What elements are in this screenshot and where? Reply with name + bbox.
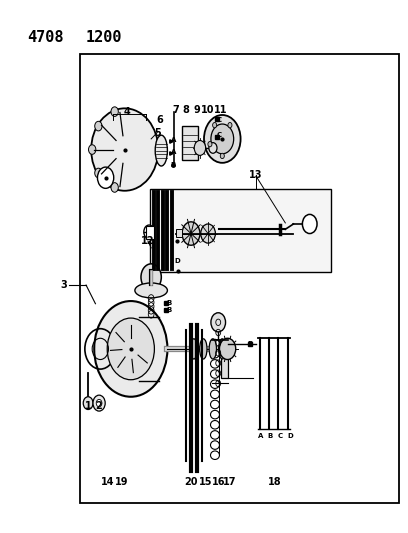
Circle shape [93, 395, 105, 411]
Text: B: B [247, 341, 252, 346]
Circle shape [96, 399, 102, 407]
Circle shape [89, 145, 96, 155]
Ellipse shape [209, 339, 217, 359]
Text: D: D [175, 258, 180, 264]
Circle shape [107, 318, 154, 379]
Text: 3: 3 [60, 280, 67, 290]
Circle shape [194, 141, 206, 156]
Ellipse shape [200, 339, 207, 359]
Ellipse shape [190, 339, 197, 359]
Bar [150, 189, 331, 272]
Ellipse shape [91, 108, 158, 191]
Bar [146, 225, 153, 239]
Circle shape [220, 154, 224, 159]
Circle shape [141, 264, 161, 290]
Text: 4708: 4708 [27, 30, 64, 45]
Circle shape [144, 225, 154, 239]
Text: 19: 19 [115, 477, 129, 487]
Bar [80, 54, 399, 503]
Text: A: A [171, 149, 176, 155]
Text: C: C [278, 433, 283, 439]
Text: 10: 10 [201, 104, 215, 115]
Circle shape [211, 124, 234, 154]
Text: 16: 16 [212, 477, 226, 487]
Text: B: B [167, 300, 172, 305]
Text: 1: 1 [85, 401, 91, 411]
Text: 4: 4 [123, 107, 130, 117]
Text: 15: 15 [198, 477, 212, 487]
Text: 6: 6 [156, 115, 163, 125]
Text: 7: 7 [172, 104, 179, 115]
Text: C: C [217, 117, 222, 123]
Text: D: D [287, 433, 293, 439]
Text: 2: 2 [95, 401, 102, 411]
Text: A: A [258, 433, 264, 439]
Circle shape [98, 167, 114, 188]
Bar [176, 229, 182, 237]
Text: B: B [167, 307, 172, 313]
Text: 9: 9 [194, 104, 200, 115]
Circle shape [111, 107, 118, 116]
Circle shape [211, 313, 226, 332]
Text: 18: 18 [268, 477, 282, 487]
Text: B: B [170, 163, 175, 168]
Text: 14: 14 [101, 477, 114, 487]
Circle shape [201, 224, 215, 243]
Bar [221, 346, 228, 378]
Ellipse shape [219, 339, 226, 359]
Circle shape [209, 143, 217, 154]
Text: B: B [268, 433, 273, 439]
Circle shape [220, 338, 236, 360]
Ellipse shape [135, 283, 167, 298]
Text: A: A [171, 137, 176, 143]
Text: 8: 8 [182, 104, 189, 115]
Bar [182, 126, 198, 160]
Circle shape [208, 142, 212, 147]
Circle shape [111, 183, 118, 192]
Circle shape [83, 397, 93, 409]
Text: 1200: 1200 [86, 30, 122, 45]
Circle shape [95, 122, 102, 131]
Ellipse shape [155, 135, 167, 166]
Circle shape [95, 168, 102, 178]
Circle shape [204, 115, 241, 163]
Text: 12: 12 [141, 236, 155, 246]
Text: C: C [217, 132, 222, 138]
Text: 20: 20 [184, 477, 198, 487]
Circle shape [182, 222, 200, 245]
Circle shape [302, 214, 317, 233]
Text: 5: 5 [154, 127, 161, 138]
Text: 17: 17 [223, 477, 236, 487]
Circle shape [94, 301, 167, 397]
Circle shape [228, 123, 232, 128]
Text: 11: 11 [213, 104, 227, 115]
Text: 13: 13 [249, 169, 263, 180]
Circle shape [213, 123, 217, 128]
